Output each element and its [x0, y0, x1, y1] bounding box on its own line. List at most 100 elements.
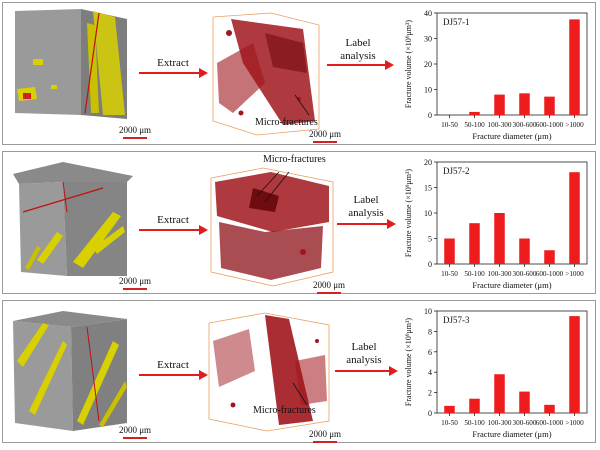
bar [544, 250, 555, 264]
x-tick-label: 50-100 [464, 121, 485, 129]
x-tick-label: 50-100 [464, 419, 485, 427]
x-tick-label: 100-300 [488, 121, 512, 129]
bar [469, 398, 480, 413]
y-tick-label: 0 [428, 260, 432, 269]
scene-illustration [15, 9, 394, 136]
scale-bar: 2000 μm [113, 276, 157, 290]
bar [544, 96, 555, 115]
y-tick-label: 20 [424, 60, 432, 69]
bar [444, 405, 455, 413]
x-tick-label: >1000 [565, 270, 584, 278]
x-axis-label: Fracture diameter (μm) [472, 280, 551, 290]
bar [544, 404, 555, 413]
y-tick-label: 30 [424, 35, 432, 44]
rock-cube [15, 9, 127, 119]
scale-bar: 2000 μm [303, 129, 347, 143]
extract-label: Extract [157, 359, 189, 371]
micro-fractures-label: Micro-fractures [263, 154, 326, 165]
label-analysis-arrow [335, 366, 398, 376]
x-axis-label: Fracture diameter (μm) [472, 131, 551, 141]
y-tick-label: 0 [428, 111, 432, 120]
micro-fractures-label: Micro-fractures [253, 405, 316, 416]
plot-frame [436, 12, 588, 116]
fracture-volume-3d [208, 312, 330, 432]
rock-cube [13, 311, 127, 431]
extract-arrow [139, 225, 208, 235]
x-tick-label: 300-600 [513, 419, 537, 427]
micro-fracture-pointer [256, 171, 280, 197]
bar [469, 223, 480, 264]
x-tick-label: 100-300 [488, 270, 512, 278]
chart-title: DJ57-1 [443, 17, 470, 27]
extract-label: Extract [157, 214, 189, 226]
bar [519, 238, 530, 264]
micro-fracture-pointer [264, 171, 290, 203]
label-analysis-text: Label analysis [340, 37, 376, 62]
bar [519, 93, 530, 115]
y-axis-label: Fracture volume (×10⁹μm³) [404, 169, 413, 258]
micro-fracture-pointer [294, 94, 310, 116]
y-tick-label: 15 [424, 184, 432, 193]
panel-dj57-3: Extract Label analysis Micro-fractures 20… [2, 300, 596, 443]
x-tick-label: 50-100 [464, 270, 485, 278]
fracture-volume-3d [210, 167, 334, 287]
panel-dj57-1: Extract Label analysis Micro-fractures 20… [2, 2, 596, 145]
y-tick-label: 2 [428, 389, 432, 398]
x-tick-label: 10-50 [441, 121, 458, 129]
bar [569, 19, 580, 115]
y-axis-label: Fracture volume (×10⁹μm³) [404, 20, 413, 109]
bar [494, 213, 505, 264]
chart-title: DJ57-2 [443, 166, 470, 176]
bar [494, 94, 505, 115]
label-analysis-arrow [327, 60, 394, 70]
scale-bar: 2000 μm [303, 429, 347, 443]
y-tick-label: 20 [424, 158, 432, 167]
fracture-volume-3d [212, 12, 320, 136]
plot-frame [436, 310, 588, 414]
bar [444, 238, 455, 264]
y-tick-label: 4 [428, 368, 432, 377]
chart-title: DJ57-3 [443, 315, 470, 325]
x-tick-label: >1000 [565, 121, 584, 129]
y-axis-label: Fracture volume (×10⁹μm³) [404, 318, 413, 407]
micro-fracture-pointer [292, 382, 308, 406]
x-tick-label: 300-600 [513, 121, 537, 129]
y-tick-label: 10 [424, 307, 432, 316]
bar [519, 391, 530, 413]
panel-dj57-2: Micro-fractures Extract Label analysis 20… [2, 151, 596, 294]
plot-frame [436, 161, 588, 265]
label-analysis-text: Label analysis [348, 194, 384, 219]
x-tick-label: 600-1000 [536, 121, 564, 129]
label-analysis-text: Label analysis [346, 341, 382, 366]
x-tick-label: 10-50 [441, 419, 458, 427]
bar [569, 316, 580, 413]
y-tick-label: 10 [424, 209, 432, 218]
rock-cube [13, 162, 133, 276]
bar-chart-dj57-3: DJ57-3 0 2 4 6 8 10 10-50 50-100 100-300 300-600 60… [404, 307, 588, 439]
x-tick-label: 600-1000 [536, 270, 564, 278]
x-tick-label: >1000 [565, 419, 584, 427]
y-tick-label: 8 [428, 327, 432, 336]
y-tick-label: 5 [428, 235, 432, 244]
bar-chart-dj57-1: DJ57-1 0 10 20 30 40 10-50 50-100 100-300 300-600… [404, 9, 588, 141]
x-tick-label: 600-1000 [536, 419, 564, 427]
label-analysis-arrow [337, 219, 396, 229]
bar [569, 172, 580, 264]
y-tick-label: 0 [428, 409, 432, 418]
x-tick-label: 300-600 [513, 270, 537, 278]
scene-illustration [13, 311, 398, 432]
scale-bar: 2000 μm [113, 125, 157, 139]
extract-arrow [139, 68, 208, 78]
micro-fractures-label: Micro-fractures [255, 117, 318, 128]
y-tick-label: 40 [424, 9, 432, 18]
scale-bar: 2000 μm [307, 280, 351, 294]
scale-bar: 2000 μm [113, 425, 157, 439]
y-tick-label: 6 [428, 348, 432, 357]
x-tick-label: 100-300 [488, 419, 512, 427]
extract-label: Extract [157, 57, 189, 69]
x-axis-label: Fracture diameter (μm) [472, 429, 551, 439]
x-tick-label: 10-50 [441, 270, 458, 278]
extract-arrow [139, 370, 208, 380]
bar-chart-dj57-2: DJ57-2 0 5 10 15 20 10-50 50-100 100-300 300-600 6… [404, 158, 588, 290]
y-tick-label: 10 [424, 86, 432, 95]
